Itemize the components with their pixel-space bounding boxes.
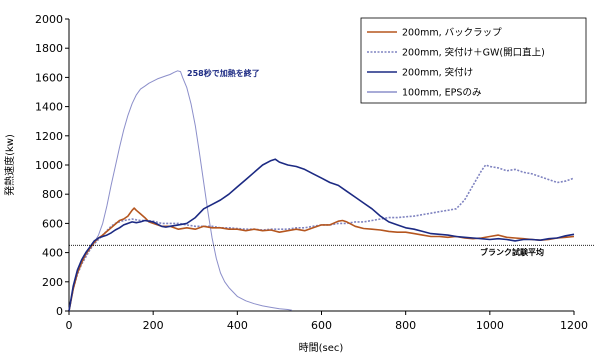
legend-box [360,17,587,104]
y-tick-label: 1600 [35,71,63,84]
x-tick-label: 200 [143,319,164,332]
y-tick-label: 1000 [35,159,63,172]
series-line-3 [68,70,293,312]
x-tick-label: 1000 [476,319,504,332]
y-tick-label: 600 [42,217,63,230]
y-tick-label: 400 [42,247,63,260]
y-tick-label: 1800 [35,42,63,55]
legend-label: 200mm, 突付け [402,67,473,79]
legend: 200mm, バックラップ 200mm, 突付け＋GW(開口直上) 200mm, 突… [360,17,587,104]
legend-label: 100mm, EPSのみ [402,88,481,99]
ticks-group: 0 200 400 600 800 1000 1200 1400 1600 1800 2000 0 20… [35,13,588,332]
x-tick-label: 0 [66,319,73,332]
y-tick-label: 2000 [35,13,63,26]
x-tick-label: 600 [311,319,332,332]
y-tick-label: 200 [42,276,63,289]
y-tick-label: 0 [56,305,63,318]
reference-line-label: ブランク試験平均 [480,247,544,257]
x-tick-label: 1200 [560,319,588,332]
y-tick-label: 1400 [35,101,63,114]
series-line-2 [68,158,575,312]
y-tick-label: 1200 [35,130,63,143]
legend-label: 200mm, バックラップ [402,28,502,39]
y-tick-label: 800 [42,188,63,201]
heating-end-annotation: 258秒で加熱を終了 [187,68,260,78]
y-axis-title: 発熱速度(kw) [3,134,16,196]
x-tick-label: 800 [395,319,416,332]
x-axis-title: 時間(sec) [299,342,344,353]
x-tick-label: 400 [227,319,248,332]
series-group [68,70,575,312]
legend-label: 200mm, 突付け＋GW(開口直上) [402,47,545,59]
